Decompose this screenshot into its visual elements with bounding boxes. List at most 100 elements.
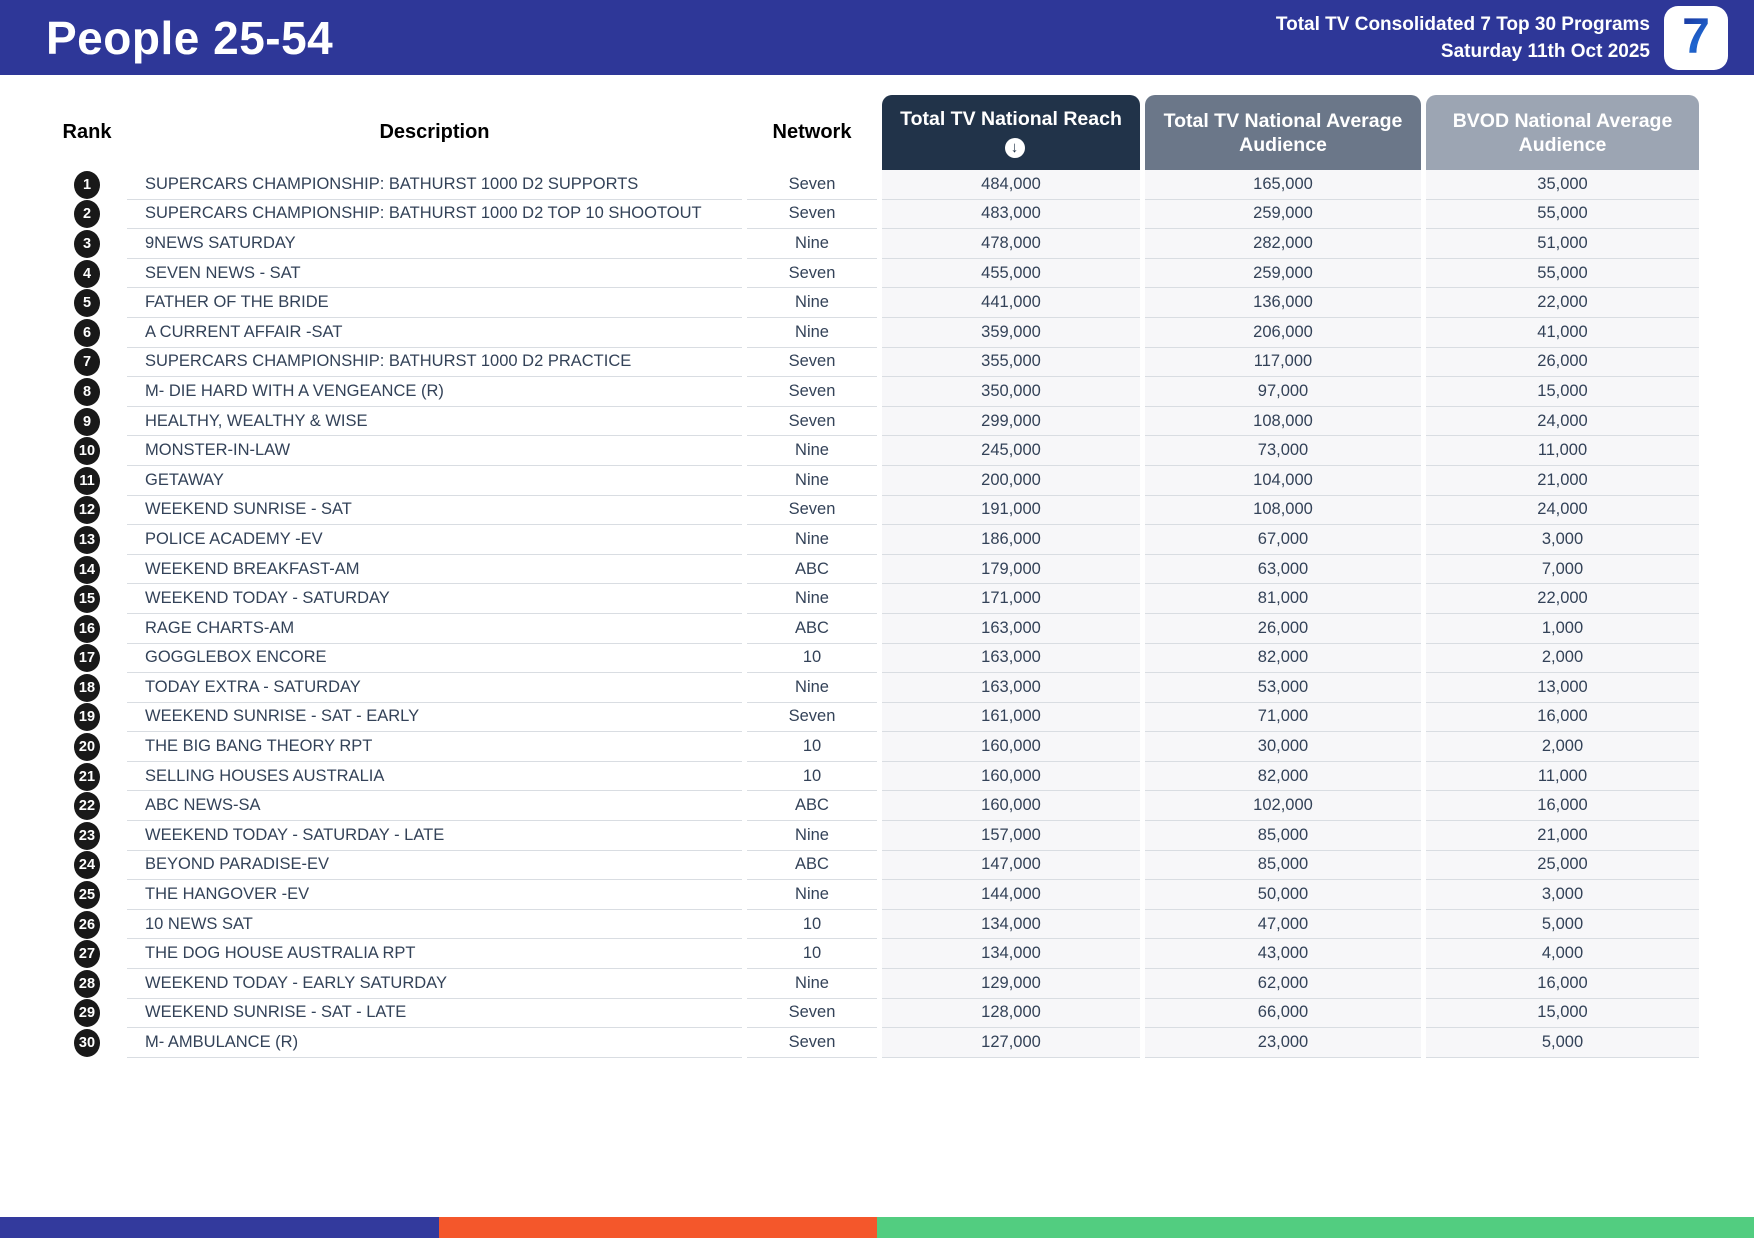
seven-network-logo: 7 <box>1664 6 1728 70</box>
rank-cell: 5 <box>52 288 122 318</box>
avg-audience-cell: 67,000 <box>1145 525 1421 555</box>
reach-cell: 359,000 <box>882 317 1140 348</box>
rank-cell: 6 <box>52 318 122 348</box>
avg-audience-cell: 85,000 <box>1145 821 1421 851</box>
network-cell: 10 <box>747 644 877 674</box>
bvod-audience-cell: 2,000 <box>1426 732 1699 762</box>
avg-audience-cell: 30,000 <box>1145 732 1421 762</box>
rank-badge: 24 <box>74 851 100 880</box>
rank-badge: 19 <box>74 703 100 732</box>
column-header-network: Network <box>772 121 852 143</box>
column-header-reach[interactable]: Total TV National Reach ↓ <box>882 95 1140 170</box>
bvod-audience-cell: 7,000 <box>1426 554 1699 585</box>
network-cell: Nine <box>747 229 877 259</box>
network-cell: 10 <box>747 939 877 970</box>
description-cell: RAGE CHARTS-AM <box>127 614 742 644</box>
column-header-avg-audience: Total TV National Average Audience <box>1145 95 1421 170</box>
reach-cell: 200,000 <box>882 465 1140 496</box>
rank-cell: 9 <box>52 407 122 437</box>
reach-cell: 245,000 <box>882 436 1140 466</box>
description-cell: TODAY EXTRA - SATURDAY <box>127 673 742 703</box>
network-cell: ABC <box>747 614 877 644</box>
footer-segment-blue <box>0 1217 439 1238</box>
bvod-audience-cell: 11,000 <box>1426 761 1699 792</box>
rank-badge: 5 <box>74 289 100 318</box>
avg-audience-cell: 259,000 <box>1145 199 1421 230</box>
rank-badge: 14 <box>74 555 100 584</box>
bvod-audience-cell: 4,000 <box>1426 939 1699 970</box>
rank-cell: 17 <box>52 644 122 674</box>
network-cell: Nine <box>747 525 877 555</box>
reach-cell: 160,000 <box>882 732 1140 762</box>
avg-audience-cell: 23,000 <box>1145 1028 1421 1058</box>
bvod-audience-cell: 35,000 <box>1426 170 1699 200</box>
reach-cell: 478,000 <box>882 229 1140 259</box>
description-cell: ABC NEWS-SA <box>127 791 742 822</box>
description-cell: THE DOG HOUSE AUSTRALIA RPT <box>127 939 742 970</box>
rank-badge: 10 <box>74 437 100 466</box>
rank-badge: 21 <box>74 762 100 791</box>
network-cell: Seven <box>747 170 877 200</box>
rank-badge: 26 <box>74 910 100 939</box>
bvod-audience-cell: 55,000 <box>1426 199 1699 230</box>
reach-cell: 147,000 <box>882 850 1140 881</box>
rank-badge: 8 <box>74 377 100 406</box>
rank-cell: 16 <box>52 614 122 644</box>
description-cell: SUPERCARS CHAMPIONSHIP: BATHURST 1000 D2… <box>127 348 742 378</box>
reach-cell: 355,000 <box>882 347 1140 378</box>
rank-badge: 12 <box>74 496 100 525</box>
rank-cell: 3 <box>52 229 122 259</box>
rank-badge: 3 <box>74 229 100 258</box>
bvod-audience-cell: 16,000 <box>1426 702 1699 733</box>
footer-segment-green <box>877 1217 1754 1238</box>
avg-audience-cell: 165,000 <box>1145 170 1421 200</box>
description-cell: A CURRENT AFFAIR -SAT <box>127 318 742 348</box>
bvod-audience-cell: 5,000 <box>1426 1028 1699 1058</box>
rank-badge: 29 <box>74 999 100 1028</box>
description-cell: MONSTER-IN-LAW <box>127 436 742 466</box>
rank-badge: 11 <box>74 466 100 495</box>
reach-cell: 134,000 <box>882 909 1140 940</box>
avg-audience-cell: 108,000 <box>1145 495 1421 526</box>
column-header-rank: Rank <box>62 121 112 143</box>
description-cell: WEEKEND SUNRISE - SAT <box>127 496 742 526</box>
avg-audience-cell: 62,000 <box>1145 969 1421 999</box>
network-cell: Seven <box>747 259 877 289</box>
description-cell: SEVEN NEWS - SAT <box>127 259 742 289</box>
avg-audience-cell: 50,000 <box>1145 880 1421 910</box>
rank-cell: 10 <box>52 436 122 466</box>
avg-audience-cell: 259,000 <box>1145 258 1421 289</box>
column-header-bvod-audience: BVOD National Average Audience <box>1426 95 1699 170</box>
report-subtitle-line1: Total TV Consolidated 7 Top 30 Programs <box>1275 13 1650 35</box>
avg-audience-cell: 47,000 <box>1145 909 1421 940</box>
reach-cell: 441,000 <box>882 288 1140 318</box>
rank-cell: 14 <box>52 555 122 585</box>
reach-cell: 127,000 <box>882 1028 1140 1058</box>
description-cell: M- AMBULANCE (R) <box>127 1028 742 1058</box>
avg-audience-cell: 117,000 <box>1145 347 1421 378</box>
network-cell: Seven <box>747 348 877 378</box>
bvod-audience-cell: 22,000 <box>1426 584 1699 614</box>
rank-cell: 8 <box>52 377 122 407</box>
bvod-audience-cell: 2,000 <box>1426 643 1699 674</box>
sort-descending-icon[interactable]: ↓ <box>1004 138 1025 158</box>
bvod-audience-cell: 21,000 <box>1426 465 1699 496</box>
avg-audience-cell: 85,000 <box>1145 850 1421 881</box>
seven-logo-glyph: 7 <box>1682 8 1710 64</box>
reach-cell: 171,000 <box>882 584 1140 614</box>
reach-cell: 163,000 <box>882 643 1140 674</box>
rank-cell: 26 <box>52 910 122 940</box>
reach-cell: 144,000 <box>882 880 1140 910</box>
rank-cell: 7 <box>52 348 122 378</box>
avg-audience-cell: 81,000 <box>1145 584 1421 614</box>
network-cell: Seven <box>747 999 877 1029</box>
rank-cell: 15 <box>52 584 122 614</box>
avg-audience-cell: 104,000 <box>1145 465 1421 496</box>
bvod-audience-cell: 16,000 <box>1426 791 1699 822</box>
bvod-audience-cell: 15,000 <box>1426 998 1699 1029</box>
description-cell: WEEKEND TODAY - SATURDAY <box>127 584 742 614</box>
rank-badge: 23 <box>74 821 100 850</box>
network-cell: Seven <box>747 703 877 733</box>
network-cell: ABC <box>747 791 877 822</box>
description-cell: WEEKEND SUNRISE - SAT - EARLY <box>127 703 742 733</box>
